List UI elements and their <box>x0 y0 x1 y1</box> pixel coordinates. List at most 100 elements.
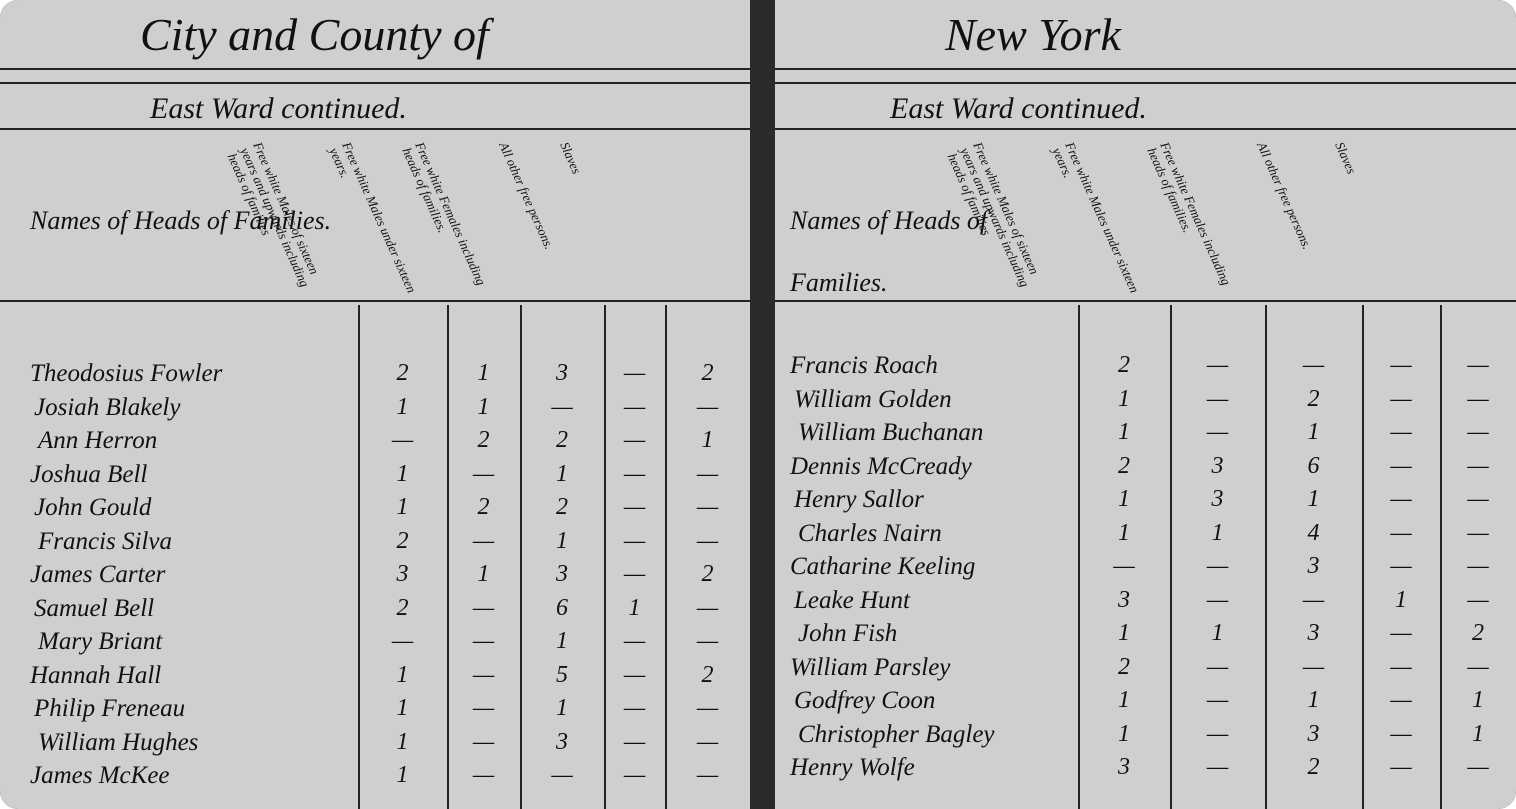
count: 2 <box>396 360 409 386</box>
count: — <box>1390 519 1412 546</box>
count: — <box>1467 553 1489 579</box>
count: 1 <box>477 360 490 386</box>
ward-heading: East Ward continued. <box>890 92 1147 125</box>
column-rule <box>1078 305 1080 809</box>
family-head: Josiah Blakely <box>34 393 181 421</box>
count: 6 <box>556 594 568 621</box>
family-head: William Buchanan <box>798 419 984 446</box>
count: 3 <box>1307 720 1320 747</box>
count: 3 <box>1211 452 1224 479</box>
count: — <box>1390 452 1412 479</box>
count: — <box>696 393 719 420</box>
count: — <box>623 393 646 420</box>
rule <box>775 68 1516 70</box>
column-rule <box>1265 305 1267 809</box>
count: — <box>1467 653 1489 680</box>
count: — <box>696 728 719 755</box>
count: — <box>1390 419 1412 445</box>
count: — <box>623 728 646 755</box>
count: 1 <box>1307 486 1320 512</box>
column-rule <box>665 305 667 809</box>
count: 1 <box>1211 519 1224 546</box>
count: 3 <box>1118 586 1130 613</box>
column-header: All other free persons. <box>1254 139 1316 252</box>
count: — <box>472 728 495 755</box>
column-header: Free white Males under sixteen years. <box>1049 139 1143 295</box>
count: 1 <box>556 527 568 554</box>
count: — <box>1206 720 1229 747</box>
count: 1 <box>1472 687 1484 713</box>
count: — <box>1467 586 1489 613</box>
count: — <box>623 527 646 554</box>
count: 2 <box>701 561 714 587</box>
count: — <box>696 594 719 621</box>
family-head: James Carter <box>30 561 166 588</box>
family-head: Catharine Keeling <box>790 553 976 580</box>
family-head: Christopher Bagley <box>798 720 995 748</box>
family-head: William Hughes <box>38 728 199 756</box>
count: — <box>472 628 495 654</box>
page-title: City and County of <box>140 9 489 60</box>
count: — <box>472 661 495 688</box>
rule <box>0 128 750 130</box>
count: — <box>1302 653 1325 680</box>
page: City and County of East Ward continued. Na… <box>0 0 750 809</box>
count: — <box>623 427 646 453</box>
count: 1 <box>396 393 409 420</box>
count: — <box>623 460 646 487</box>
family-head: John Fish <box>798 620 898 647</box>
count: — <box>551 762 573 788</box>
count: 2 <box>701 661 714 688</box>
count: — <box>623 695 646 721</box>
count: — <box>696 695 719 721</box>
name-column-header: Names of Heads of Families. <box>790 206 988 297</box>
rule <box>0 300 750 302</box>
count: — <box>1467 519 1489 546</box>
rule <box>0 82 750 84</box>
family-head: Charles Nairn <box>798 519 942 547</box>
family-head: Francis Silva <box>38 527 173 555</box>
count: 1 <box>396 695 409 721</box>
count: — <box>1302 352 1325 378</box>
count: — <box>1390 385 1412 412</box>
family-head: Henry Wolfe <box>790 754 915 781</box>
name-column-header: Names of Heads of Families. <box>30 206 332 235</box>
count: 1 <box>1118 419 1130 445</box>
count: 6 <box>1307 452 1320 479</box>
count: — <box>623 494 646 520</box>
count: 2 <box>477 427 490 453</box>
family-head: Theodosius Fowler <box>30 360 223 387</box>
page-title: New York <box>945 9 1121 60</box>
count: 1 <box>556 460 568 487</box>
count: — <box>1390 754 1412 780</box>
count: 3 <box>556 360 568 386</box>
ward-heading: East Ward continued. <box>150 92 407 125</box>
column-rule <box>358 305 360 809</box>
count: — <box>1206 553 1229 579</box>
count: 5 <box>556 661 568 688</box>
family-head: John Gould <box>34 494 152 521</box>
count: — <box>623 762 646 788</box>
column-rule <box>604 305 606 809</box>
count: 3 <box>1307 620 1320 646</box>
count: 2 <box>556 494 568 520</box>
count: — <box>1390 620 1412 646</box>
count: — <box>391 628 414 654</box>
count: — <box>1206 419 1229 445</box>
column-rule <box>447 305 449 809</box>
count: — <box>1206 385 1229 412</box>
count: 1 <box>1118 720 1130 747</box>
count: 1 <box>1118 385 1130 412</box>
family-head: Ann Herron <box>38 427 158 454</box>
count: — <box>623 628 646 654</box>
count: 1 <box>477 561 490 587</box>
family-head: Hannah Hall <box>30 661 162 689</box>
count: — <box>1390 486 1412 512</box>
count: 2 <box>396 527 409 554</box>
count: — <box>696 762 719 788</box>
family-head: Dennis McCready <box>790 452 972 480</box>
count: 2 <box>1307 385 1320 412</box>
count: 1 <box>1307 687 1320 713</box>
family-head: James McKee <box>30 762 170 789</box>
